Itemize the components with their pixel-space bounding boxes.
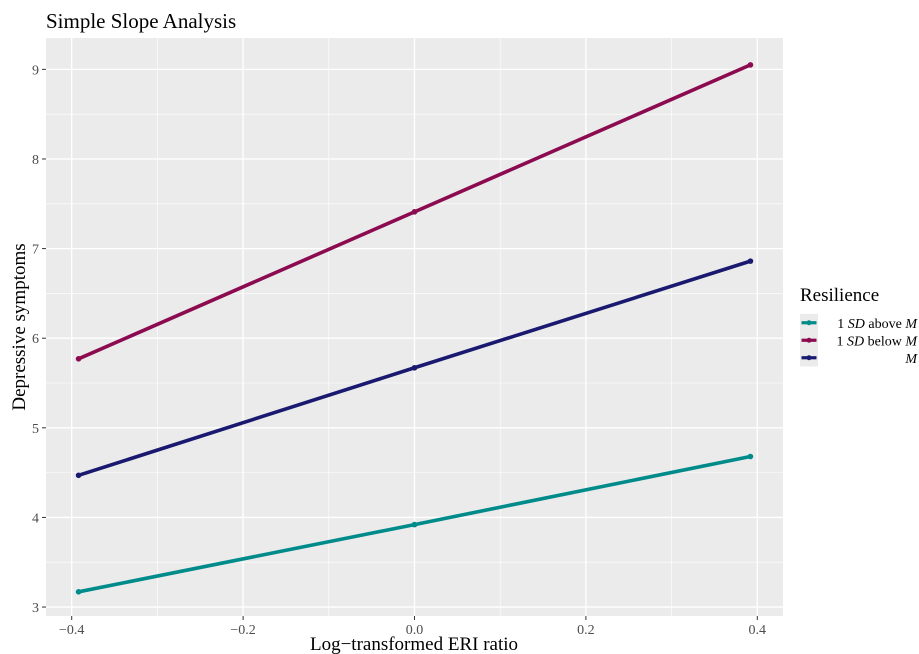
x-tick-label: −0.4 <box>59 623 84 638</box>
legend-title: Resilience <box>800 285 879 306</box>
series-point-2 <box>412 365 418 371</box>
y-tick-label: 8 <box>32 153 39 168</box>
legend-label: 1 SD below M <box>836 334 918 349</box>
y-tick-label: 3 <box>32 601 39 616</box>
series-point-1 <box>748 62 754 68</box>
legend-key-point <box>807 355 812 360</box>
legend-key-point <box>807 320 812 325</box>
series-point-2 <box>76 473 82 479</box>
series-point-1 <box>412 209 418 215</box>
legend-key-point <box>807 338 812 343</box>
y-tick-label: 7 <box>32 243 39 258</box>
series-point-0 <box>412 522 418 528</box>
legend-label: 1 SD above M <box>837 317 918 332</box>
y-tick-label: 6 <box>32 332 39 347</box>
chart-title: Simple Slope Analysis <box>46 9 236 33</box>
x-tick-label: 0.2 <box>577 623 595 638</box>
legend: Resilience 1 SD above M 1 SD below M M <box>800 285 918 367</box>
series-point-2 <box>748 258 754 264</box>
y-tick-label: 4 <box>32 511 39 526</box>
y-axis-title: Depressive symptoms <box>9 243 30 410</box>
x-axis-title: Log−transformed ERI ratio <box>310 634 518 654</box>
series-point-0 <box>748 454 754 460</box>
series-point-1 <box>76 356 82 362</box>
y-tick-label: 9 <box>32 63 39 78</box>
y-tick-label: 5 <box>32 422 39 437</box>
series-point-0 <box>76 589 82 595</box>
x-tick-label: −0.2 <box>230 623 255 638</box>
x-tick-label: 0.4 <box>749 623 767 638</box>
legend-label: M <box>904 352 918 367</box>
